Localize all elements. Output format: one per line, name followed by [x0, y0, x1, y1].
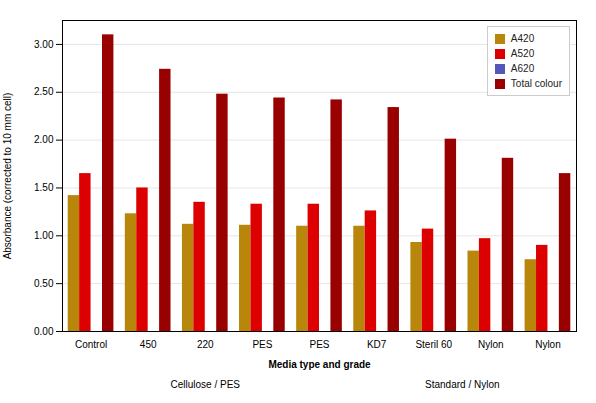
svg-text:1.00: 1.00	[34, 230, 54, 241]
svg-text:Control: Control	[75, 339, 107, 350]
svg-text:0.00: 0.00	[34, 326, 54, 337]
svg-text:Steril 60: Steril 60	[415, 339, 452, 350]
svg-text:PES: PES	[309, 339, 329, 350]
svg-text:1.50: 1.50	[34, 182, 54, 193]
svg-text:Cellulose / PES: Cellulose / PES	[171, 379, 241, 390]
svg-text:Media type and grade: Media type and grade	[268, 359, 371, 370]
svg-text:0.50: 0.50	[34, 278, 54, 289]
svg-text:Standard / Nylon: Standard / Nylon	[425, 379, 500, 390]
svg-text:Absorbance (corrected to 10 mm: Absorbance (corrected to 10 mm cell)	[2, 93, 13, 260]
html-text:A520: A520	[510, 48, 535, 59]
svg-text:KD7: KD7	[367, 339, 387, 350]
svg-text:450: 450	[140, 339, 157, 350]
svg-text:3.00: 3.00	[34, 39, 54, 50]
svg-text:2.00: 2.00	[34, 134, 54, 145]
svg-text:220: 220	[197, 339, 214, 350]
svg-text:Nylon: Nylon	[535, 339, 561, 350]
html-text:A620: A620	[510, 63, 535, 74]
html-text:Total colour: Total colour	[510, 78, 562, 89]
svg-text:2.50: 2.50	[34, 86, 54, 97]
svg-text:PES: PES	[252, 339, 272, 350]
svg-text:Nylon: Nylon	[478, 339, 504, 350]
html-text:A420: A420	[510, 33, 535, 44]
